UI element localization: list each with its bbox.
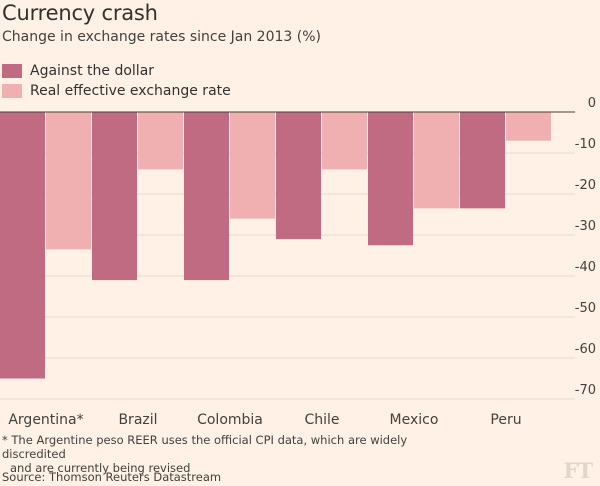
bar-dollar	[460, 112, 505, 209]
x-category-label: Chile	[304, 412, 339, 428]
bar-reer	[322, 112, 367, 170]
source-note: Source: Thomson Reuters Datastream	[2, 470, 222, 484]
bar-dollar	[184, 112, 229, 281]
y-tick-label: -30	[575, 219, 596, 234]
bar-dollar	[0, 112, 45, 379]
legend-label-reer: Real effective exchange rate	[30, 83, 231, 99]
bar-reer	[506, 112, 551, 141]
legend-swatch-against-dollar	[2, 64, 22, 78]
legend-item-against-dollar: Against the dollar	[2, 61, 231, 81]
y-tick-label: -50	[575, 301, 596, 316]
y-tick-label: -40	[575, 260, 596, 275]
bar-reer	[46, 112, 91, 250]
y-tick-label: -10	[575, 137, 596, 152]
x-category-label: Argentina*	[8, 412, 83, 428]
x-category-label: Colombia	[197, 412, 263, 428]
y-tick-label: -70	[575, 383, 596, 398]
x-category-label: Brazil	[118, 412, 157, 428]
bar-dollar	[368, 112, 413, 246]
bar-reer	[230, 112, 275, 219]
ft-logo: FT	[563, 458, 593, 483]
chart-title: Currency crash	[2, 1, 158, 25]
footnote: * The Argentine peso REER uses the offic…	[2, 433, 472, 475]
footnote-line-2: and are currently being revised	[10, 461, 191, 475]
legend: Against the dollar Real effective exchan…	[2, 61, 231, 101]
footnote-line-1: * The Argentine peso REER uses the offic…	[2, 433, 408, 461]
x-category-label: Peru	[490, 412, 521, 428]
legend-swatch-reer	[2, 84, 22, 98]
y-tick-label: -20	[575, 178, 596, 193]
bar-reer	[138, 112, 183, 170]
bar-dollar	[276, 112, 321, 240]
y-tick-label: 0	[588, 96, 596, 111]
legend-label-against-dollar: Against the dollar	[30, 63, 155, 79]
legend-item-reer: Real effective exchange rate	[2, 81, 231, 101]
bar-dollar	[92, 112, 137, 281]
y-tick-label: -60	[575, 342, 596, 357]
bar-reer	[414, 112, 459, 209]
x-category-label: Mexico	[390, 412, 439, 428]
chart-subtitle: Change in exchange rates since Jan 2013 …	[2, 29, 321, 45]
